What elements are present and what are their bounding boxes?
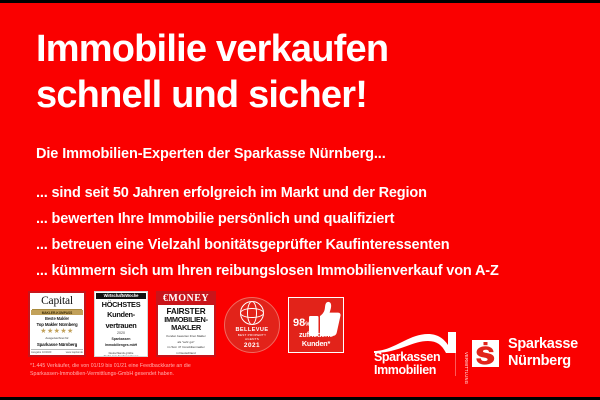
footnote: *1.445 Verkäufer, die von 01/19 bis 01/2…: [30, 362, 320, 379]
si-line-1: Sparkassen: [374, 350, 441, 364]
top-edge-strip: [0, 0, 600, 3]
si-vertical-label: VERMITTLUNG: [464, 352, 469, 385]
benefit-item: ... sind seit 50 Jahren erfolgreich im M…: [36, 185, 427, 201]
satisfaction-percent: 98%: [293, 318, 311, 331]
satisfaction-caption-2: Kunden*: [301, 339, 331, 348]
capital-title: Capital: [41, 295, 73, 307]
money-line-2: IMMOBILIEN-: [164, 315, 208, 324]
satisfaction-caption-1: zufriedene: [299, 330, 333, 339]
si-line-2: Immobilien: [374, 362, 436, 377]
thumbs-up-icon: [309, 301, 341, 336]
sparkasse-s-glyph: [476, 341, 495, 365]
money-note-2: als "sehr gut": [177, 339, 195, 344]
benefit-item: ... kümmern sich um Ihren reibungslosen …: [36, 263, 499, 279]
money-publisher: €MONEY: [158, 293, 214, 305]
bottom-edge-strip: [0, 397, 600, 400]
headline: Immobilie verkaufen schnell und sicher!: [36, 26, 576, 118]
bellevue-name: BELLEVUE: [235, 327, 269, 333]
wiwo-note-1: Deutschlands größte: [108, 351, 134, 355]
wiwo-note-2: Studie zum Kundenvertrauen: [103, 355, 139, 357]
globe-icon: [240, 301, 264, 325]
badge-capital: Capital MAKLER-KOMPASS Beste Makler Top …: [28, 291, 86, 357]
money-note-4: in Deutschland: [176, 350, 196, 355]
badge-customer-satisfaction: 98% zufriedene Kunden*: [288, 297, 344, 353]
sparkasse-nuernberg-logo: Sparkasse Nürnberg: [472, 336, 578, 370]
sparkasse-line-2: Nürnberg: [508, 353, 571, 369]
sparkasse-s-icon: [472, 339, 499, 367]
wiwo-line-1: HÖCHSTES: [101, 300, 141, 309]
money-line-1: FAIRSTER: [166, 307, 206, 316]
headline-line-1: Immobilie verkaufen: [36, 28, 389, 70]
capital-url: www.capital.de: [65, 351, 83, 354]
bellevue-year: 2021: [243, 342, 261, 349]
headline-line-2: schnell und sicher!: [36, 74, 368, 116]
sparkassen-immobilien-logo: Sparkassen Immobilien VERMITTLUNG: [372, 330, 469, 384]
badge-bellevue: BELLEVUE BEST PROPERTY AGENTS 2021: [224, 297, 280, 353]
lead-text: Die Immobilien-Experten der Sparkasse Nü…: [36, 146, 386, 162]
satisfaction-number: 98: [293, 317, 306, 329]
wiwo-line-2: Kunden-: [107, 310, 135, 320]
award-badge-row: Capital MAKLER-KOMPASS Beste Makler Top …: [28, 289, 344, 357]
capital-company: Sparkasse Nürnberg: [36, 342, 78, 347]
wiwo-line-3: vertrauen: [105, 320, 137, 330]
capital-subline: Beste Makler: [44, 316, 70, 322]
capital-gold-label: MAKLER-KOMPASS: [41, 310, 73, 315]
house-roof-swoosh-icon: [374, 332, 456, 353]
footnote-line-1: *1.445 Verkäufer, die von 01/19 bis 01/2…: [30, 363, 191, 369]
benefits-list: ... sind seit 50 Jahren erfolgreich im M…: [36, 180, 566, 284]
money-note-3: im Test: 47 Immobilienmakler: [167, 345, 205, 350]
capital-footer: Ausgabe 10/2020 www.capital.de: [31, 349, 83, 354]
benefit-item: ... betreuen eine Vielzahl bonitätsgeprü…: [36, 237, 450, 253]
capital-award: Top Makler Nürnberg: [36, 322, 78, 328]
wiwo-category-1: Sparkassen: [111, 337, 131, 342]
bellevue-sub-1: BEST PROPERTY: [237, 333, 267, 337]
money-line-3: MAKLER: [171, 323, 201, 333]
capital-gold-band: MAKLER-KOMPASS: [31, 310, 83, 315]
benefit-item: ... bewerten Ihre Immobilie persönlich u…: [36, 211, 395, 227]
bellevue-sub-2: AGENTS: [245, 337, 259, 341]
money-note-1: Kunden bewerten ihren Makler: [166, 333, 206, 338]
logo-divider: [455, 334, 456, 376]
badge-wirtschaftswoche: WirtschaftsWoche HÖCHSTES Kunden- vertra…: [94, 291, 148, 357]
footnote-line-2: Sparkassen-Immobilien-Vermittlungs-GmbH …: [30, 371, 175, 378]
wiwo-year: 2020: [117, 331, 125, 336]
capital-pre-name: Ausgezeichnet für: [45, 336, 69, 341]
percent-sign: %: [305, 322, 311, 328]
capital-stars: ★★★★★: [40, 328, 74, 336]
wiwo-category-2: Immobilienges.mbH: [104, 343, 138, 348]
sparkasse-line-1: Sparkasse: [508, 336, 578, 352]
sparkassen-immobilien-text: Sparkassen Immobilien: [374, 350, 441, 377]
wiwo-publisher: WirtschaftsWoche: [96, 293, 146, 299]
badge-euro-money: €MONEY FAIRSTER IMMOBILIEN- MAKLER Kunde…: [156, 291, 216, 357]
capital-issue: Ausgabe 10/2020: [31, 351, 52, 354]
satisfaction-caption: zufriedene Kunden*: [289, 330, 343, 348]
sparkasse-name-text: Sparkasse Nürnberg: [508, 336, 578, 370]
